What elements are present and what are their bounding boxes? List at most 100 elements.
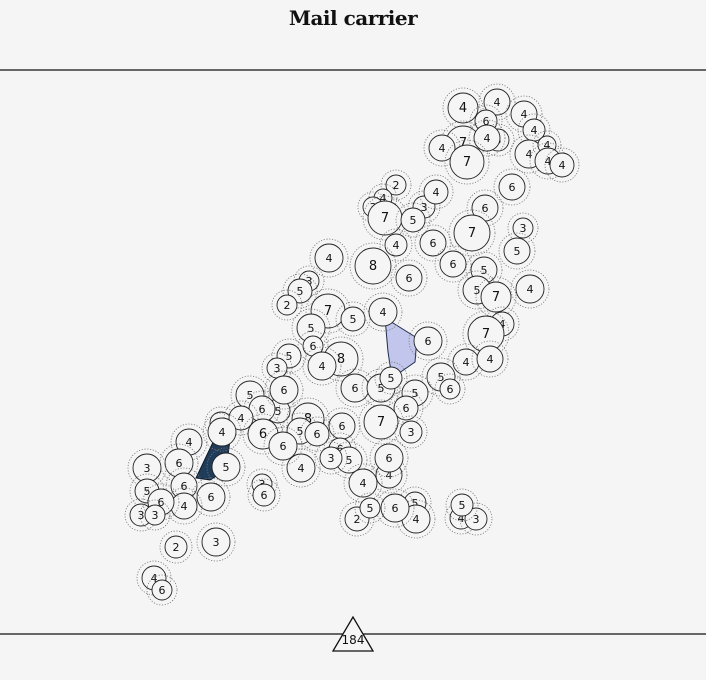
bubble-node[interactable]: 5: [395, 202, 431, 238]
bubble-halo: [230, 375, 270, 415]
bubble-node[interactable]: 7: [448, 209, 496, 257]
bubble-number: 4: [380, 306, 387, 319]
bubble-node[interactable]: 2: [271, 289, 303, 321]
bubble-node[interactable]: 4: [223, 400, 259, 436]
bubble-node[interactable]: 6: [263, 426, 303, 466]
bubble-number: 4: [544, 139, 551, 152]
bubble-node[interactable]: 6: [247, 478, 281, 512]
bubble-node[interactable]: 6: [191, 477, 231, 517]
bubble-node[interactable]: 4: [302, 346, 342, 386]
bubble-number: 8: [337, 352, 345, 367]
bubble-halo: [206, 447, 246, 487]
bubble-node[interactable]: 5: [282, 273, 318, 309]
bubble-number: 6: [403, 402, 410, 415]
bubble-number: 6: [483, 115, 490, 128]
bubble-number: 4: [499, 318, 506, 331]
bubble-number: 6: [352, 382, 359, 395]
bubble-node[interactable]: 6: [388, 390, 424, 426]
bubble-node[interactable]: 6: [299, 416, 335, 452]
bubble-number: 3: [328, 452, 335, 465]
bubble-node[interactable]: 5: [335, 301, 371, 337]
bubble-node[interactable]: 7: [462, 310, 510, 358]
bubble-halo: [136, 560, 172, 596]
bubble-node[interactable]: 5: [291, 308, 331, 348]
bubble-node[interactable]: 5: [206, 447, 246, 487]
bubble-node[interactable]: 4: [468, 119, 506, 157]
bubble-node[interactable]: 4: [418, 174, 454, 210]
bubble-node[interactable]: 6: [369, 438, 409, 478]
bubble-number: 4: [393, 239, 400, 252]
bubble-circle: [348, 468, 378, 498]
bubble-circle: [447, 92, 479, 124]
bubble-node[interactable]: 6: [390, 259, 428, 297]
bubble-number: 6: [482, 202, 489, 215]
bubble-node[interactable]: 4: [202, 412, 242, 452]
bubble-number: 6: [261, 489, 268, 502]
bubble-node[interactable]: 3: [459, 502, 493, 536]
bubble-halo: [481, 123, 515, 157]
bubble-node[interactable]: 5: [445, 488, 479, 522]
bubble-circle: [164, 535, 188, 559]
bubble-circle: [144, 504, 166, 526]
bubble-halo: [379, 228, 413, 262]
bubble-halo: [302, 346, 342, 386]
bubble-node[interactable]: 4: [442, 87, 484, 129]
bubble-halo: [448, 209, 496, 257]
bubble-halo: [318, 336, 364, 382]
bubble-number: 5: [275, 405, 282, 418]
bubble-halo: [471, 340, 509, 378]
bubble-node[interactable]: 4: [478, 83, 516, 121]
bubble-node[interactable]: 5: [354, 492, 386, 524]
bubble-node[interactable]: 6: [264, 370, 304, 410]
bubble-number: 4: [559, 159, 566, 172]
bubble-node[interactable]: 7: [358, 399, 404, 445]
bubble-number: 4: [219, 426, 226, 439]
bubble-node[interactable]: 6: [493, 168, 531, 206]
bubble-node[interactable]: 4: [343, 463, 383, 503]
bubble-node[interactable]: 6: [375, 488, 415, 528]
bubble-number: 7: [492, 290, 500, 305]
bubble-circle: [304, 421, 330, 447]
bubble-number: 3: [138, 509, 145, 522]
bubble-number: 4: [463, 356, 470, 369]
bubble-number: 4: [545, 155, 552, 168]
bubble-node[interactable]: 7: [444, 139, 490, 185]
bubble-number: 5: [297, 285, 304, 298]
bubble-halo: [368, 183, 398, 213]
bubble-circle: [287, 278, 313, 304]
bubble-number: 5: [459, 499, 466, 512]
bubble-halo: [408, 321, 448, 361]
bubble-circle: [307, 351, 337, 381]
bubble-node[interactable]: 5: [498, 232, 536, 270]
bubble-node[interactable]: 3: [196, 522, 236, 562]
bubble-node[interactable]: 2: [159, 530, 193, 564]
bubble-halo: [388, 390, 424, 426]
bubble-node[interactable]: 4: [471, 340, 509, 378]
bubble-node[interactable]: 4: [363, 292, 403, 332]
bubble-node[interactable]: 6: [414, 224, 452, 262]
bubble-number: 2: [173, 541, 180, 554]
bubble-node[interactable]: 2: [380, 169, 412, 201]
bubble-node[interactable]: 3: [394, 415, 428, 449]
bubble-node[interactable]: 5: [374, 361, 408, 395]
bubble-node[interactable]: 3: [314, 441, 348, 475]
bubble-circle: [319, 446, 343, 470]
bubble-node[interactable]: 4: [396, 499, 436, 539]
bubble-circle: [395, 264, 423, 292]
bubble-node[interactable]: 6: [434, 245, 472, 283]
bubble-circle: [354, 247, 392, 285]
bubble-number: 4: [298, 462, 305, 475]
bubble-node[interactable]: 8: [349, 242, 397, 290]
bubble-node[interactable]: 4: [510, 269, 550, 309]
bubble-node[interactable]: 3: [139, 499, 171, 531]
bubble-node[interactable]: 6: [408, 321, 448, 361]
bubble-node[interactable]: 6: [434, 373, 466, 405]
bubble-node[interactable]: 6: [146, 574, 178, 606]
bubble-number: 4: [459, 101, 467, 116]
bubble-node[interactable]: 4: [544, 147, 580, 183]
bubble-number: 4: [413, 513, 420, 526]
bubble-number: 5: [247, 389, 254, 402]
bubble-node[interactable]: 4: [309, 238, 349, 278]
bubble-circle: [503, 237, 531, 265]
